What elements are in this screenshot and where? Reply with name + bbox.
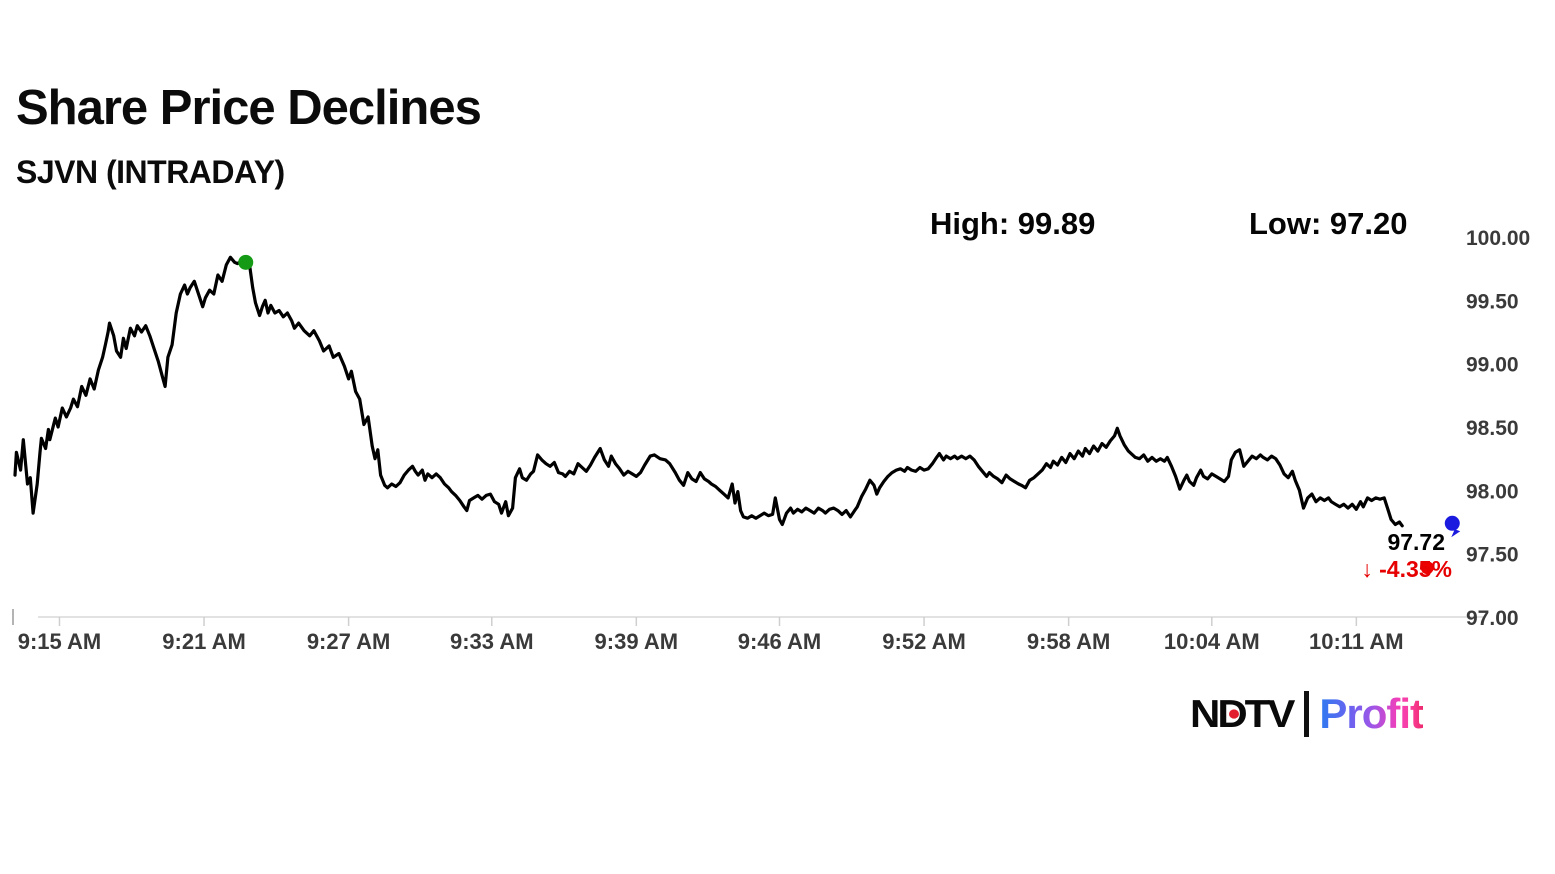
x-axis-label: 9:33 AM bbox=[450, 629, 534, 654]
chart-subtitle: SJVN (INTRADAY) bbox=[16, 154, 285, 190]
profit-wordmark: Profit bbox=[1319, 690, 1424, 737]
ndtv-red-dot-icon bbox=[1229, 709, 1239, 719]
high-marker bbox=[238, 254, 254, 270]
y-axis-label: 100.00 bbox=[1466, 227, 1530, 250]
y-axis-label: 97.50 bbox=[1466, 544, 1519, 567]
last-price-annotation: 97.72 bbox=[1387, 529, 1445, 555]
x-axis-label: 9:52 AM bbox=[882, 629, 966, 654]
y-axis-label: 98.50 bbox=[1466, 417, 1519, 440]
price-line bbox=[13, 255, 1404, 528]
price-line-layer bbox=[13, 254, 1461, 575]
y-axis-label: 99.50 bbox=[1466, 290, 1519, 313]
high-value-label: High: 99.89 bbox=[930, 206, 1096, 241]
y-axis-label: 97.00 bbox=[1466, 607, 1519, 630]
ndtv-profit-logo: NDTV Profit bbox=[1190, 688, 1424, 740]
low-marker bbox=[1420, 561, 1434, 575]
x-axis-label: 9:39 AM bbox=[595, 629, 679, 654]
last-marker-tail bbox=[1451, 529, 1461, 538]
x-axis-label: 10:04 AM bbox=[1164, 629, 1260, 654]
x-axis-label: 9:27 AM bbox=[307, 629, 391, 654]
y-axis-label: 99.00 bbox=[1466, 354, 1519, 377]
ndtv-wordmark: NDTV bbox=[1190, 691, 1295, 736]
x-axis-label: 9:15 AM bbox=[18, 629, 102, 654]
axis-layer: 9:15 AM 9:21 AM 9:27 AM 9:33 AM 9:39 AM 9:46 … bbox=[12, 227, 1530, 654]
change-percent-annotation: ↓ -4.35% bbox=[1361, 556, 1452, 582]
x-axis-label: 9:46 AM bbox=[738, 629, 822, 654]
last-marker bbox=[1444, 515, 1460, 531]
y-axis-label: 98.00 bbox=[1466, 480, 1519, 503]
logo-divider bbox=[1304, 691, 1310, 737]
page-title: Share Price Declines bbox=[16, 81, 482, 135]
low-value-label: Low: 97.20 bbox=[1249, 206, 1408, 241]
x-axis-label: 9:58 AM bbox=[1027, 629, 1111, 654]
x-axis-label: 10:11 AM bbox=[1309, 629, 1404, 654]
x-axis-label: 9:21 AM bbox=[162, 629, 246, 654]
